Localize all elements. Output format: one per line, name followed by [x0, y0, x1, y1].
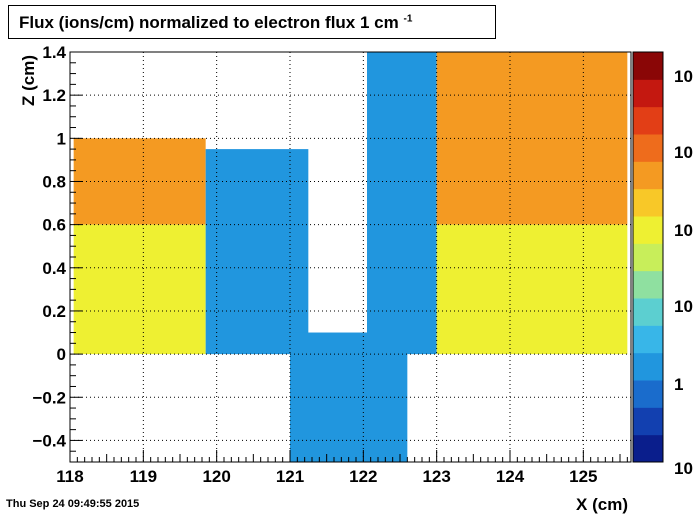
palette-band-12 — [633, 106, 663, 135]
x-tick-label: 122 — [349, 467, 377, 486]
palette-band-2 — [633, 380, 663, 408]
palette-band-14 — [633, 52, 663, 80]
palette-band-13 — [633, 79, 663, 108]
flux-region-1 — [73, 224, 206, 355]
x-tick-label: 121 — [276, 467, 304, 486]
x-tick-label: 123 — [422, 467, 450, 486]
x-tick-label: 119 — [130, 467, 157, 486]
palette-band-0 — [633, 434, 663, 463]
x-tick-label: 120 — [202, 467, 230, 486]
y-tick-label: 1.4 — [42, 43, 66, 62]
x-tick-label: 125 — [569, 467, 597, 486]
y-axis-label: Z (cm) — [19, 55, 38, 106]
x-tick-label: 118 — [56, 467, 83, 486]
y-tick-label: 0 — [57, 345, 66, 364]
palette-frame — [632, 51, 664, 463]
palette-band-5 — [633, 298, 663, 326]
palette-band-10 — [633, 161, 663, 190]
y-tick-label: −0.2 — [32, 388, 66, 407]
y-tick-label: −0.4 — [32, 431, 66, 450]
title-superscript: -1 — [403, 13, 413, 25]
flux-region-4 — [367, 52, 437, 355]
flux-region-5 — [436, 52, 628, 225]
palette-band-6 — [633, 270, 663, 299]
palette-band-3 — [633, 352, 663, 381]
chart-title: Flux (ions/cm) normalized to electron fl… — [19, 13, 413, 32]
chart-title-box: Flux (ions/cm) normalized to electron fl… — [8, 5, 496, 39]
flux-region-6 — [436, 224, 628, 355]
palette-label: 10 — [674, 459, 693, 478]
x-axis-label: X (cm) — [576, 495, 628, 514]
palette-band-7 — [633, 243, 663, 272]
palette-label: 10 — [674, 221, 693, 240]
palette-band-4 — [633, 325, 663, 354]
y-tick-label: 0.6 — [42, 216, 66, 235]
palette-band-8 — [633, 216, 663, 244]
flux-region-0 — [73, 138, 206, 225]
palette-band-11 — [633, 134, 663, 162]
timestamp: Thu Sep 24 09:49:55 2015 — [6, 498, 140, 510]
y-tick-label: 0.8 — [42, 172, 66, 191]
x-tick-label: 124 — [496, 467, 525, 486]
palette-label: 10 — [674, 67, 693, 86]
y-tick-label: 0.4 — [42, 259, 66, 278]
palette-label: 10 — [674, 297, 693, 316]
y-tick-label: 1.2 — [42, 86, 66, 105]
palette-band-1 — [633, 407, 663, 436]
palette-band-9 — [633, 188, 663, 217]
y-tick-label: 0.2 — [42, 302, 66, 321]
palette-label: 1 — [674, 375, 683, 394]
y-tick-label: 1 — [57, 129, 66, 148]
flux-region-2 — [205, 149, 309, 355]
palette-label: 10 — [674, 143, 693, 162]
